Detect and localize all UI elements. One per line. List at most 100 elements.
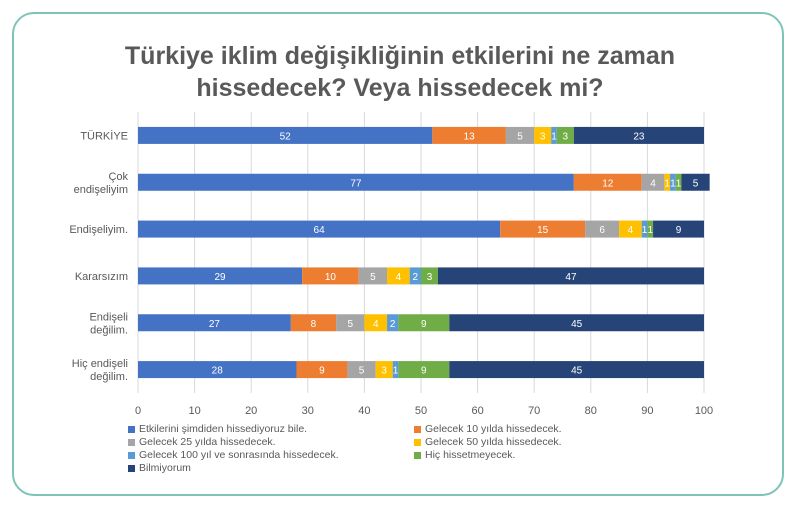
legend-swatch (128, 438, 135, 446)
x-tick-label: 50 (415, 405, 427, 417)
legend-item: Gelecek 100 yıl ve sonrasında hissedecek… (128, 449, 339, 461)
bar-segment (675, 173, 682, 191)
data-label: 1 (647, 225, 653, 236)
data-label: 4 (396, 272, 402, 283)
bar-segment (398, 361, 450, 379)
x-tick-label: 10 (188, 405, 200, 417)
data-label: 28 (212, 366, 224, 377)
bar-segment (664, 173, 671, 191)
legend-label: Gelecek 100 yıl ve sonrasında hissedecek… (139, 449, 339, 461)
legend-swatch (128, 451, 135, 459)
bar-segment (556, 126, 574, 144)
data-label: 1 (664, 178, 670, 189)
category-label: Endişeli (89, 311, 128, 323)
bar-segment (387, 267, 410, 285)
bar-segment (681, 173, 710, 191)
legend-item: Hiç hissetmeyecek. (414, 449, 515, 461)
legend-item: Bilmiyorum (128, 462, 191, 474)
data-label: 5 (347, 319, 353, 330)
bar-segment (387, 314, 399, 332)
data-label: 1 (642, 225, 648, 236)
data-label: 47 (565, 272, 577, 283)
data-label: 6 (599, 225, 605, 236)
bar-segment (437, 267, 704, 285)
data-label: 77 (350, 178, 362, 189)
legend-item: Gelecek 50 yılda hissedecek. (414, 436, 562, 448)
bar-segment (392, 361, 399, 379)
data-label: 3 (427, 272, 433, 283)
data-label: 2 (390, 319, 396, 330)
x-tick-label: 60 (471, 405, 483, 417)
bar-segment (449, 361, 704, 379)
legend-label: Gelecek 25 yılda hissedecek. (139, 436, 276, 448)
legend-label: Hiç hissetmeyecek. (425, 449, 516, 461)
bar-segment (421, 267, 438, 285)
legend-item: Gelecek 25 yılda hissedecek. (128, 436, 276, 448)
bar-segment (619, 220, 642, 238)
bar-segment (647, 220, 654, 238)
chart-title-line-2: hissedecek? Veya hissedecek mi? (196, 74, 604, 102)
legend-swatch (128, 464, 135, 472)
bar-segment (551, 126, 557, 144)
x-tick-label: 70 (528, 405, 540, 417)
data-label: 9 (421, 319, 427, 330)
data-label: 45 (571, 366, 583, 377)
legend-label: Bilmiyorum (139, 462, 191, 474)
bar-segment (409, 267, 421, 285)
legend-label: Gelecek 10 yılda hissedecek. (425, 423, 562, 435)
data-label: 9 (319, 366, 325, 377)
bar-segment (573, 126, 704, 144)
bar-segment (375, 361, 393, 379)
x-tick-label: 30 (302, 405, 314, 417)
data-label: 8 (311, 319, 317, 330)
data-label: 3 (381, 366, 387, 377)
bar-segment (138, 361, 297, 379)
data-label: 12 (602, 178, 614, 189)
data-label: 1 (551, 131, 557, 142)
bar-segment (138, 173, 574, 191)
legend-label: Etkilerini şimdiden hissediyoruz bile. (139, 423, 308, 435)
category-label: değilim. (90, 371, 128, 383)
category-label: Kararsızım (75, 271, 128, 283)
bar-segment (449, 314, 704, 332)
x-tick-label: 80 (585, 405, 597, 417)
data-label: 2 (413, 272, 419, 283)
data-label: 45 (571, 319, 583, 330)
category-label: TÜRKİYE (80, 129, 128, 142)
data-label: 9 (421, 366, 427, 377)
data-label: 23 (633, 131, 645, 142)
x-tick-label: 0 (135, 405, 141, 417)
data-label: 5 (359, 366, 365, 377)
legend-label: Gelecek 50 yılda hissedecek. (425, 436, 562, 448)
data-label: 5 (693, 178, 699, 189)
bar-segment (500, 220, 586, 238)
x-tick-label: 40 (358, 405, 370, 417)
bar-segment (290, 314, 337, 332)
legend-item: Gelecek 10 yılda hissedecek. (414, 423, 562, 435)
category-label: Çok (108, 171, 128, 183)
data-label: 9 (676, 225, 682, 236)
data-label: 3 (540, 131, 546, 142)
bar-segment (670, 173, 676, 191)
data-label: 5 (370, 272, 376, 283)
legend-swatch (128, 425, 135, 433)
bar-segment (585, 220, 620, 238)
data-label: 1 (393, 366, 399, 377)
x-tick-label: 100 (695, 405, 713, 417)
bar-segment (653, 220, 704, 238)
bar-segment (398, 314, 450, 332)
chart-title-line-1: Türkiye iklim değişikliğinin etkilerini … (124, 42, 676, 70)
data-label: 5 (517, 131, 523, 142)
bar-segment (534, 126, 552, 144)
bar-segment (505, 126, 535, 144)
category-label: Hiç endişeli (72, 358, 128, 370)
data-label: 15 (537, 225, 549, 236)
legend-swatch (414, 438, 421, 446)
chart-frame (12, 12, 784, 496)
data-label: 4 (650, 178, 656, 189)
bar-segment (641, 173, 665, 191)
bar-segment (302, 267, 359, 285)
category-label: Endişeliyim. (69, 224, 128, 236)
bar-segment (138, 314, 291, 332)
